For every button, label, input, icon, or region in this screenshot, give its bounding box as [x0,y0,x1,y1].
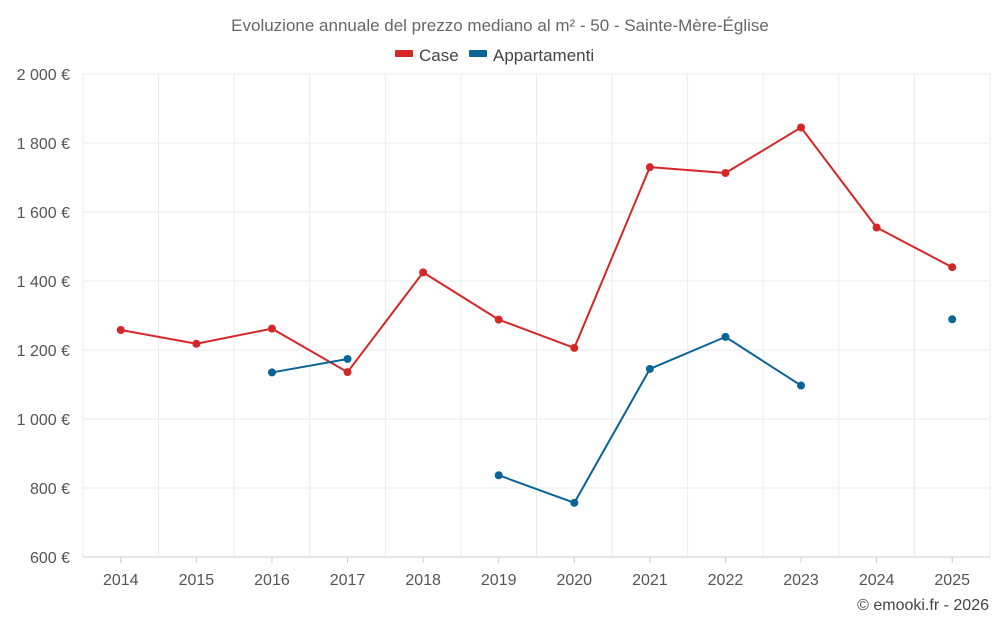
legend-item-case[interactable]: Case [395,46,459,65]
data-point-case [948,263,957,272]
data-point-case [721,169,730,178]
y-tick-label: 2 000 € [17,67,70,84]
y-tick-label: 1 400 € [17,274,70,291]
y-tick-label: 1 000 € [17,412,70,429]
data-point-case [419,268,428,277]
series-appartamenti [267,315,957,507]
x-tick-label: 2014 [103,572,139,589]
y-tick-label: 1 200 € [17,343,70,360]
x-tick-label: 2016 [254,572,290,589]
legend-label-case: Case [419,46,459,65]
legend-label-appartamenti: Appartamenti [493,46,594,65]
x-tick-label: 2023 [783,572,819,589]
y-tick-label: 600 € [30,550,70,567]
data-point-case [116,325,125,334]
legend-swatch-case [395,50,413,57]
chart-title: Evoluzione annuale del prezzo mediano al… [231,16,769,35]
data-point-appartamenti [343,354,352,363]
data-point-case [570,343,579,352]
x-tick-label: 2019 [481,572,517,589]
axes: 600 € 800 € 1 000 € 1 200 € 1 400 € 1 600 € 1 … [17,67,990,589]
gridlines [82,73,991,557]
data-point-case [645,163,654,172]
x-tick-label: 2022 [708,572,744,589]
x-tick-label: 2024 [859,572,895,589]
data-point-case [797,123,806,132]
legend-swatch-appartamenti [469,50,487,57]
y-tick-label: 800 € [30,481,70,498]
series-line-appartamenti [270,357,349,374]
y-tick-label: 1 600 € [17,205,70,222]
x-tick-label: 2015 [179,572,215,589]
x-tick-label: 2021 [632,572,668,589]
data-point-appartamenti [267,368,276,377]
x-tick-label: 2020 [556,572,592,589]
x-tick-label: 2018 [405,572,441,589]
x-tick-label: 2017 [330,572,366,589]
legend-item-appartamenti[interactable]: Appartamenti [469,46,594,65]
credit-text: © emooki.fr - 2026 [857,597,989,614]
data-point-appartamenti [494,471,503,480]
y-tick-label: 1 800 € [17,136,70,153]
series-layer [116,123,957,507]
data-point-appartamenti [797,381,806,390]
x-tick-label: 2025 [934,572,970,589]
data-point-case [192,339,201,348]
data-point-appartamenti [645,364,654,373]
data-point-case [494,315,503,324]
data-point-case [267,324,276,333]
series-line-appartamenti [497,335,803,504]
data-point-case [343,368,352,377]
data-point-appartamenti [948,315,957,324]
series-line-case [119,126,954,374]
data-point-appartamenti [570,498,579,507]
series-case [116,123,957,377]
data-point-case [872,223,881,232]
data-point-appartamenti [721,332,730,341]
legend: Case Appartamenti [395,46,594,65]
